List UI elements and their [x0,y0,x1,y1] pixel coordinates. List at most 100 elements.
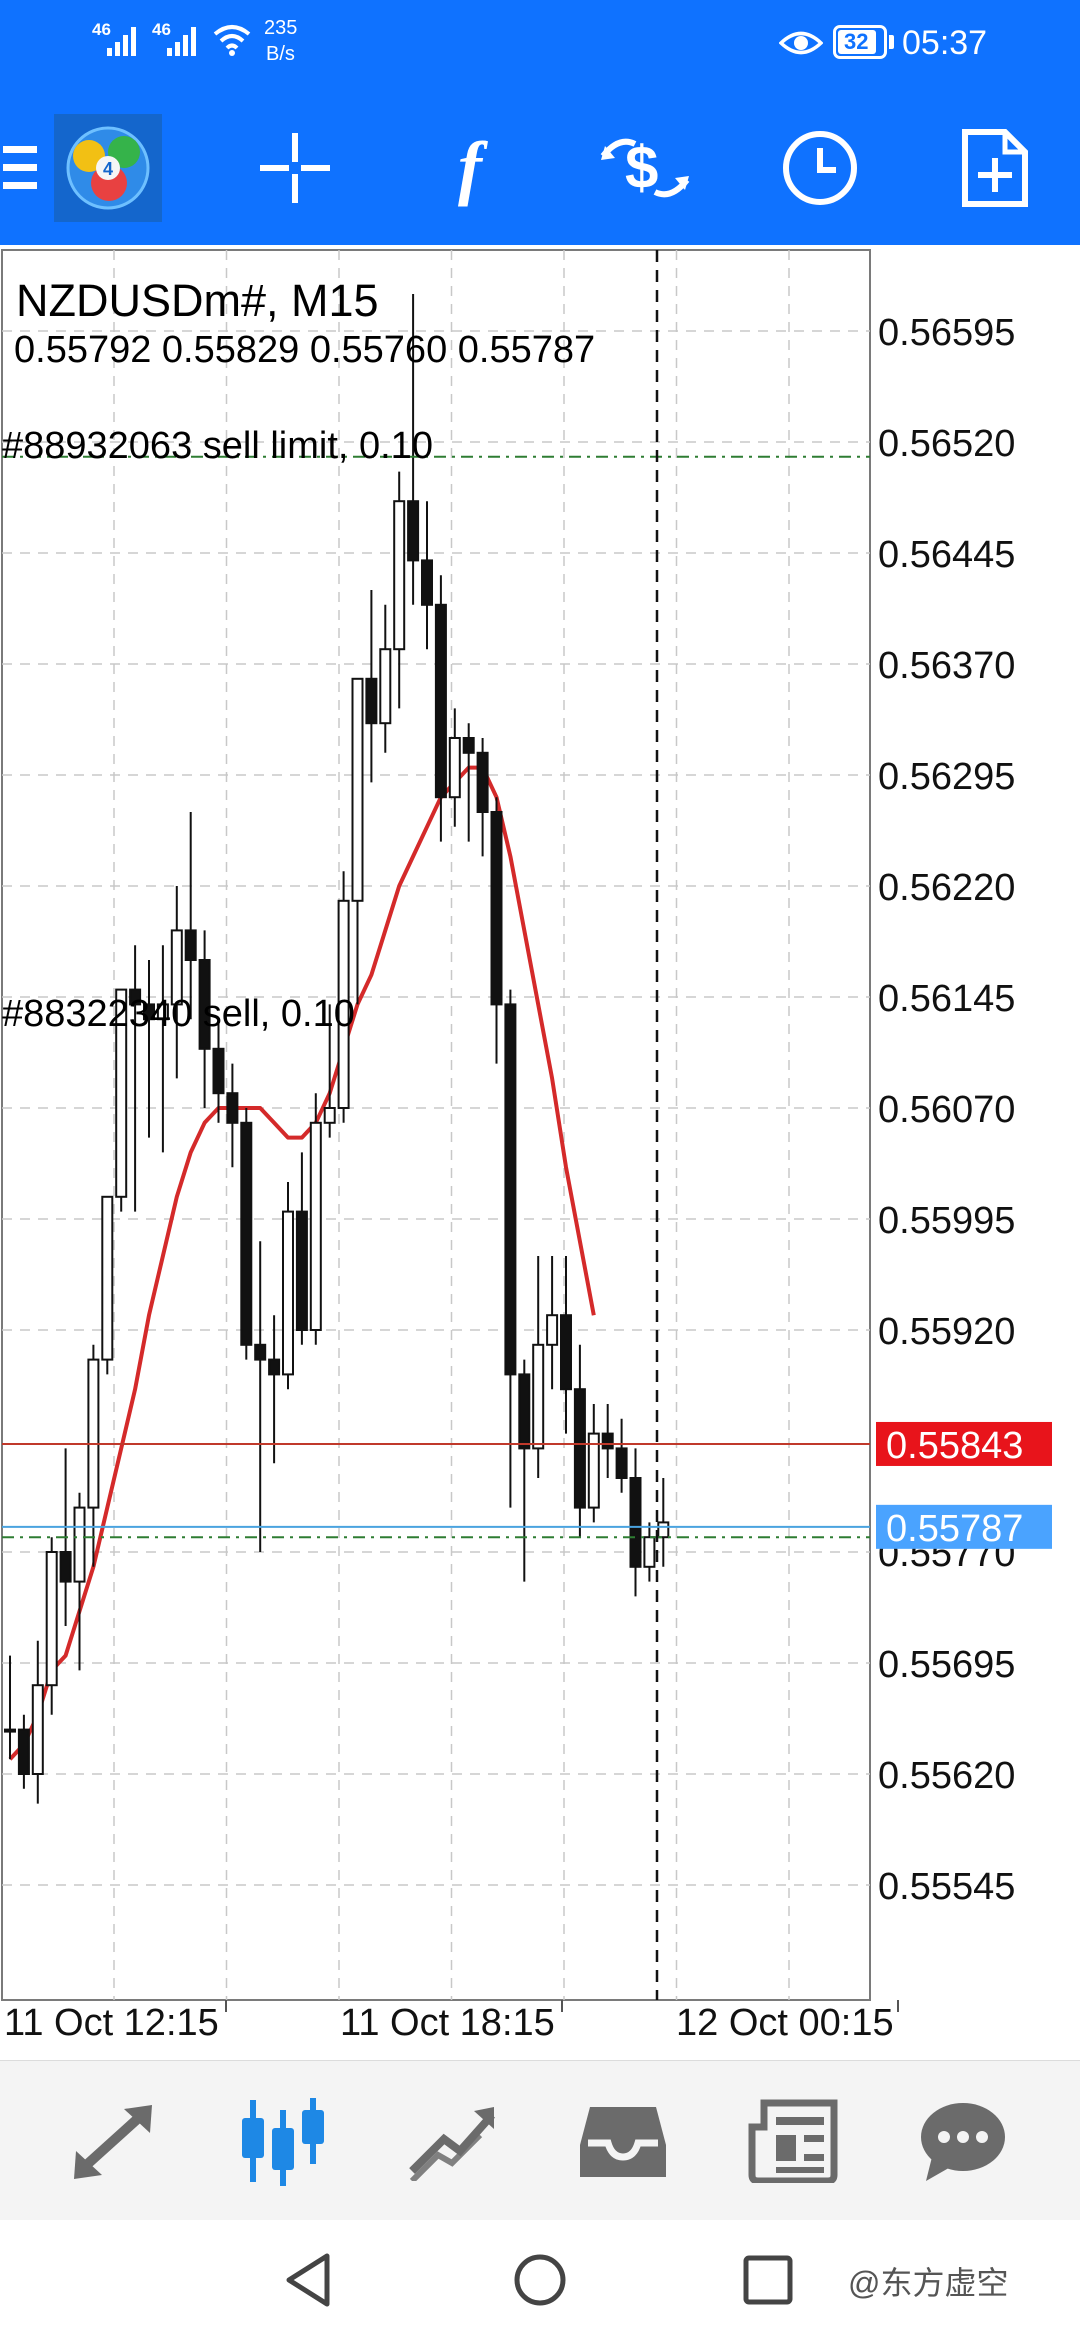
candle-bullish [393,500,406,651]
price-axis-label: 0.56295 [878,756,1015,798]
menu-button[interactable] [0,90,40,245]
net-speed-value: 235 [264,17,298,39]
candle-bearish [268,1358,281,1376]
candle-bullish [657,1521,670,1539]
candle-bearish [212,1047,225,1095]
ask-price-badge-text: 0.55787 [886,1508,1023,1550]
candle-bullish [546,1314,559,1346]
bottom-navigation [0,2060,1080,2221]
signal-2-label: 46 [152,20,171,39]
candle-bullish [101,1195,114,1361]
price-axis-label: 0.56520 [878,423,1015,465]
candle-bearish [295,1210,308,1331]
signal-bars-icon [167,27,196,56]
candle-bearish [198,959,211,1050]
new-order-icon: $ [600,134,690,201]
candle-bearish [240,1121,253,1346]
nav-history[interactable] [548,2061,698,2221]
candle-bullish [45,1551,58,1687]
trend-history-icon [409,2107,495,2181]
period-button[interactable] [770,90,870,245]
price-axis-label: 0.55995 [878,1200,1015,1242]
candle-bullish [448,737,461,799]
candle-bearish [421,559,433,606]
new-order-button[interactable]: $ [590,90,700,245]
nav-quotes[interactable] [38,2061,188,2221]
app-toolbar: 4 f $ [0,90,1080,245]
back-button[interactable] [248,2220,368,2340]
candle-bearish [226,1092,239,1124]
crosshair-button[interactable] [245,90,345,245]
nav-chat[interactable] [888,2061,1038,2221]
candle-bearish [17,1728,30,1775]
candle-bullish [309,1121,322,1331]
trade-arrows-icon [74,2105,152,2179]
eye-icon [779,31,823,55]
candle-bearish [59,1551,72,1583]
app-logo[interactable]: 4 [54,90,162,245]
battery-icon: 32 [833,25,887,59]
status-bar: 46 46 235 B/s 32 05:37 [0,0,1080,90]
ask-price-badge [876,1504,1052,1549]
plot-frame [1,249,871,2001]
candle-bearish [573,1388,586,1509]
candle-bullish [73,1506,86,1583]
candle-bearish [129,988,142,1006]
candle-bearish [518,1373,531,1450]
candle-bullish [643,1536,656,1568]
price-axis-label: 0.56070 [878,1089,1015,1131]
candle-bullish [337,899,350,1109]
recents-button[interactable] [708,2220,828,2340]
menu-icon [3,145,37,189]
order-label-sell-limit[interactable]: #88932063 sell limit, 0.10 [2,425,433,467]
candle-bearish [143,1003,155,1021]
candle-bearish [490,811,503,1006]
bid-price-badge [876,1421,1052,1466]
candle-bullish [282,1210,294,1376]
price-chart[interactable]: 0.56595 0.56520 0.56445 0.56370 0.56295 0.562… [0,245,1080,2060]
signal-2: 46 [152,20,202,60]
candle-bearish [462,737,475,754]
price-axis-label: 0.56370 [878,645,1015,687]
new-chart-button[interactable] [945,90,1045,245]
price-axis-label: 0.56220 [878,867,1015,909]
candle-bearish [504,1003,517,1376]
signal-1-label: 46 [92,20,111,39]
candle-bullish [31,1684,44,1775]
nav-trade[interactable] [378,2061,528,2221]
candle-bullish [115,988,128,1198]
candle-bearish [560,1314,572,1391]
recents-icon [743,2255,793,2305]
chart-symbol-title: NZDUSDm#, M15 [16,275,379,326]
candle-bearish [184,929,197,962]
nav-chart[interactable] [208,2061,358,2221]
system-navigation-bar: @东方虚空 [0,2220,1080,2340]
net-speed-unit: B/s [266,43,295,65]
chart-canvas[interactable]: 0.56595 0.56520 0.56445 0.56370 0.56295 0.562… [0,245,1080,2060]
wifi-icon [213,25,251,56]
candle-bearish [615,1447,628,1480]
time-axis-label: 12 Oct 00:15 [676,2002,894,2044]
chart-candles-icon [242,2098,324,2186]
nav-news[interactable] [718,2061,868,2221]
battery-level: 32 [844,29,869,54]
candle-bullish [170,929,183,1006]
order-label-sell[interactable]: #88322340 sell, 0.10 [2,993,355,1035]
price-axis-label: 0.55695 [878,1644,1015,1686]
candle-bearish [629,1477,642,1568]
home-button[interactable] [480,2220,600,2340]
price-axis-label: 0.56145 [878,978,1015,1020]
candle-bearish [254,1343,267,1361]
signal-bars-icon [107,27,136,56]
home-icon [514,2254,566,2306]
svg-text:4: 4 [103,159,113,179]
candle-bearish [601,1432,614,1450]
candle-bullish [4,1728,16,1733]
indicators-button[interactable]: f [420,90,520,245]
watermark: @东方虚空 [848,2265,1009,2301]
time-axis-label: 11 Oct 12:15 [4,2002,219,2044]
price-axis-label: 0.56445 [878,534,1015,576]
price-axis-label: 0.55920 [878,1311,1015,1353]
candle-bearish [434,603,447,799]
candle-bullish [379,648,392,725]
